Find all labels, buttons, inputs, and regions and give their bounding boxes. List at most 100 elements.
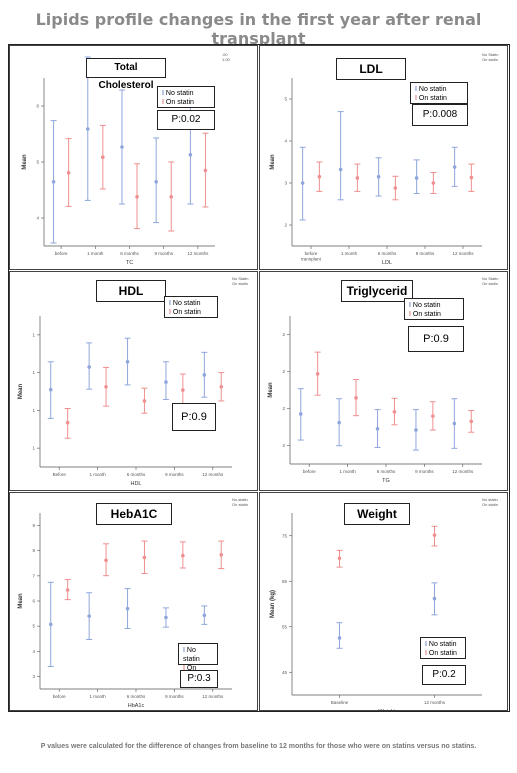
mean-point [51, 180, 56, 184]
panel-title: Total Cholesterol [86, 58, 166, 91]
legend-no-statin: No statin [183, 647, 200, 663]
p-value: P:0.2 [422, 665, 466, 685]
error-bar-on-statin [179, 373, 186, 407]
y-tick-label: 5 [32, 624, 35, 629]
corner-legend-item: No Statin [232, 276, 249, 281]
error-bar-on-statin [354, 163, 361, 192]
y-axis-label: Mean (kg) [270, 590, 276, 618]
y-tick-label: 2 [282, 443, 285, 448]
mean-point [376, 174, 381, 179]
legend-box: I No statin I On statin [178, 643, 218, 681]
error-bar-no-statin [375, 157, 382, 197]
y-tick-label: 9 [32, 523, 35, 528]
chart-hdl: 1 1 1 1 Mean Before 1 month 6 months 9 months 12 … [18, 316, 232, 487]
error-bar-no-statin [201, 605, 208, 625]
p-value: P:0.3 [180, 670, 218, 688]
error-bar-on-statin [314, 351, 321, 396]
mean-point [87, 614, 91, 618]
mean-point [354, 396, 358, 400]
error-bar-no-statin [84, 56, 91, 201]
mean-point [338, 167, 343, 172]
error-bar-on-statin [168, 161, 175, 232]
mean-point [392, 409, 397, 414]
mean-point [48, 387, 53, 392]
x-axis-label: TC [126, 260, 133, 266]
panel-grid: 4 5 6 Mean before 1 month 6 months 9 months 12 m… [8, 44, 510, 712]
x-tick-label: 12 months [202, 694, 224, 699]
error-bar-no-statin [336, 398, 343, 447]
error-bar-on-statin [429, 401, 436, 431]
x-tick-label: 1 month [89, 472, 106, 477]
mean-point [142, 399, 147, 403]
mean-point [469, 419, 474, 424]
y-tick-label: 1 [32, 446, 35, 451]
error-bar-no-statin [374, 409, 381, 448]
error-bar-no-statin [337, 111, 344, 201]
error-bar-on-statin [316, 161, 323, 192]
panel-total-cholesterol: 4 5 6 Mean before 1 month 6 months 9 months 12 m… [9, 45, 258, 270]
x-tick-label: 9 months [165, 472, 184, 477]
mean-point [432, 533, 437, 537]
y-axis-label: Mean [22, 154, 28, 170]
mean-point [315, 372, 320, 376]
mean-point [142, 555, 147, 560]
x-tick-label: 6 months [377, 469, 396, 474]
corner-legend: No Statin On statin [482, 52, 498, 62]
y-axis-label: Mean [268, 382, 274, 398]
corner-legend-item: No statin [482, 497, 498, 502]
error-bar-on-statin [336, 549, 343, 568]
error-bar-no-statin [413, 159, 420, 194]
error-bar-on-statin [179, 541, 186, 569]
x-tick-label: before [303, 469, 316, 474]
error-bar-on-statin [202, 132, 209, 208]
corner-legend-item: No Statin [482, 52, 499, 57]
x-axis-label: HbA1c [128, 703, 145, 709]
mean-point [202, 373, 207, 377]
mean-point [337, 420, 341, 425]
mean-point [219, 384, 224, 389]
x-tick-label: 12 months [452, 469, 474, 474]
error-bar-on-statin [141, 387, 148, 414]
mean-point [188, 153, 193, 157]
mean-point [414, 428, 418, 432]
x-tick-label: 6 months [120, 251, 139, 256]
error-bar-no-statin [201, 351, 208, 398]
mean-point [125, 606, 130, 611]
y-tick-label: 2 [284, 223, 287, 228]
y-axis-label: Mean [18, 384, 24, 400]
y-tick-label: 3 [284, 181, 287, 186]
y-tick-label: 4 [284, 139, 287, 144]
error-bar-on-statin [141, 540, 148, 574]
p-value: P:0.9 [172, 403, 216, 431]
corner-legend-item: On statin [232, 281, 249, 286]
x-tick-label: Baseline [331, 700, 349, 705]
mean-point [181, 553, 185, 558]
mean-point [469, 175, 474, 180]
corner-legend-item: On statin [482, 57, 499, 62]
panel-title: HebA1C [96, 503, 172, 525]
legend-on-statin: On statin [165, 99, 194, 106]
y-tick-label: 3 [32, 674, 35, 679]
legend-on-statin: On statin [412, 311, 441, 318]
mean-point [432, 596, 437, 601]
legend-box: I No statin I On statin [410, 82, 468, 104]
error-bar-on-statin [431, 525, 438, 547]
mean-point [65, 588, 70, 592]
y-tick-label: 8 [32, 548, 35, 553]
error-bar-no-statin [336, 622, 343, 649]
mean-point [393, 186, 398, 190]
p-value: P:0.02 [157, 110, 215, 130]
x-tick-label: 1 month [87, 251, 104, 256]
x-tick-label: 12 months [187, 251, 209, 256]
mean-point [154, 180, 158, 184]
y-tick-label: 2 [282, 332, 285, 337]
error-bar-on-statin [103, 543, 110, 577]
mean-point [66, 171, 71, 175]
y-tick-label: 45 [282, 670, 288, 675]
y-tick-label: 6 [32, 599, 35, 604]
x-tick-label: Before [53, 472, 67, 477]
error-bar-no-statin [162, 361, 169, 401]
mean-point [203, 168, 208, 173]
chart-triglycerid: 2 2 2 2 Mean before 1 month 6 months 9 months 12 … [268, 316, 482, 484]
x-tick-label: 9 months [415, 469, 434, 474]
